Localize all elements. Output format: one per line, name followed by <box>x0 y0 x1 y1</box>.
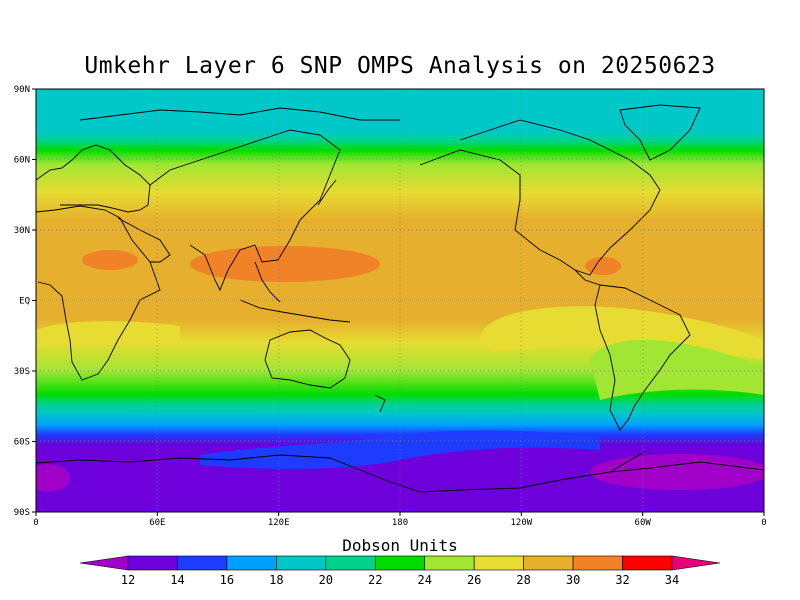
colorbar-label: 20 <box>319 573 333 587</box>
coast-new-zealand <box>374 394 386 413</box>
coast-south-america <box>594 284 691 431</box>
coast-asia <box>149 129 341 263</box>
colorbar-label: 34 <box>665 573 679 587</box>
orange-region-africa <box>82 250 138 270</box>
coast-greenland <box>619 104 701 161</box>
colorbar-label: 32 <box>615 573 629 587</box>
colorbar-box <box>325 555 376 571</box>
colorbar-label: 12 <box>121 573 135 587</box>
colorbar-box <box>523 555 574 571</box>
colorbar-box <box>424 555 475 571</box>
coast-australia <box>264 329 351 389</box>
coastlines <box>36 104 764 493</box>
coast-antarctica <box>36 454 764 493</box>
lat-tick-label: 90N <box>14 85 30 95</box>
map-title: Umkehr Layer 6 SNP OMPS Analysis on 2025… <box>84 53 716 79</box>
colorbar-box <box>177 555 228 571</box>
colorbar-label: 22 <box>368 573 382 587</box>
lon-tick-label: 0 <box>33 518 38 528</box>
magenta-region-antarctic-west <box>36 464 70 492</box>
colorbar-label: 28 <box>516 573 530 587</box>
colorbar-label: 18 <box>269 573 283 587</box>
lon-tick-label: 60E <box>149 518 165 528</box>
coast-indonesia <box>239 299 351 323</box>
colorbar-box <box>572 555 623 571</box>
green-tongue-south-america <box>590 340 764 400</box>
colorbar-box <box>374 555 426 571</box>
magenta-region-antarctic-east <box>590 454 764 490</box>
graticule <box>36 89 764 512</box>
colorbar-high-arrow <box>671 555 721 571</box>
orange-region-caribbean <box>585 257 621 275</box>
coast-se-asia <box>254 261 281 303</box>
coast-india <box>189 244 256 292</box>
colorbar-label: 26 <box>467 573 481 587</box>
lat-tick-label: 30N <box>14 226 30 236</box>
coast-arabia <box>117 217 171 263</box>
lon-tick-label: 180 <box>392 518 408 528</box>
lon-tick-label: 120E <box>268 518 290 528</box>
colorbar-box <box>127 555 178 571</box>
yellow-region-africa-south <box>36 321 180 348</box>
colorbar-box <box>276 555 327 571</box>
colorbar-box <box>473 555 524 571</box>
coast-arctic <box>79 107 400 121</box>
colorbar-low-arrow <box>79 555 129 571</box>
colorbar-label: 14 <box>170 573 184 587</box>
lat-tick-label: 60S <box>14 438 30 448</box>
colorbar-title: Dobson Units <box>342 536 458 555</box>
lat-tick-label: 90S <box>14 508 30 518</box>
coast-antarctic-peninsula <box>609 451 646 473</box>
colorbar-box <box>226 555 277 571</box>
lon-tick-label: 60W <box>635 518 652 528</box>
colorbar-box <box>622 555 673 571</box>
lat-tick-label: 60N <box>14 156 30 166</box>
coast-central-america <box>574 269 601 286</box>
colorbar-label: 16 <box>220 573 234 587</box>
lat-tick-label: 30S <box>14 367 30 377</box>
coast-africa <box>36 205 161 381</box>
coast-europe <box>36 144 151 213</box>
colorbar-label: 30 <box>566 573 580 587</box>
coast-japan <box>317 179 337 206</box>
colorbar-label: 24 <box>418 573 432 587</box>
lon-tick-label: 120W <box>510 518 532 528</box>
coast-north-america <box>419 119 661 276</box>
lon-tick-label: 0 <box>761 518 766 528</box>
lat-tick-label: EQ <box>19 297 30 307</box>
